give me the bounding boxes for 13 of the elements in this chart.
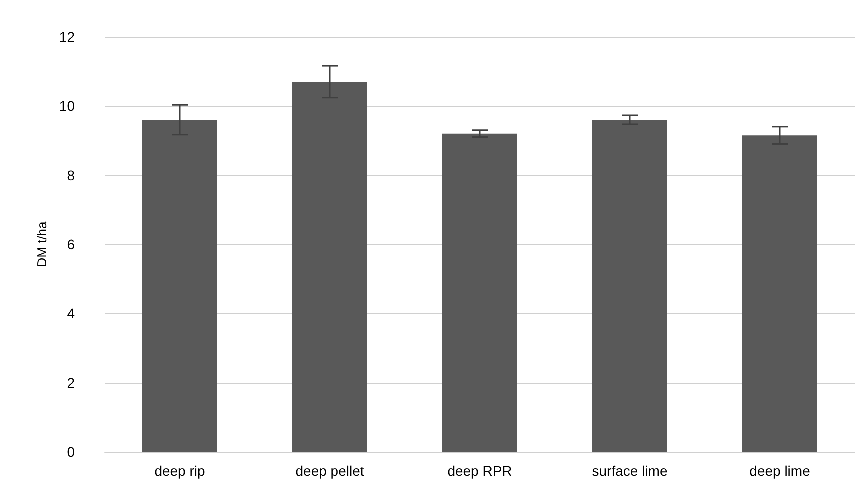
y-tick-label: 10 <box>59 98 76 114</box>
y-tick-label: 12 <box>59 29 76 45</box>
x-tick-label: deep lime <box>750 463 811 479</box>
x-tick-label: surface lime <box>592 463 668 479</box>
y-tick-label: 6 <box>67 236 76 252</box>
x-tick-label: deep RPR <box>448 463 512 479</box>
y-tick-label: 2 <box>67 374 76 391</box>
x-tick-label: deep pellet <box>296 463 364 479</box>
y-tick-label: 0 <box>67 444 76 460</box>
y-axis-title: DM t/ha <box>34 220 50 268</box>
x-tick-label: deep rip <box>154 463 206 479</box>
y-tick-label: 8 <box>67 167 76 184</box>
y-tick-label: 4 <box>67 306 76 322</box>
